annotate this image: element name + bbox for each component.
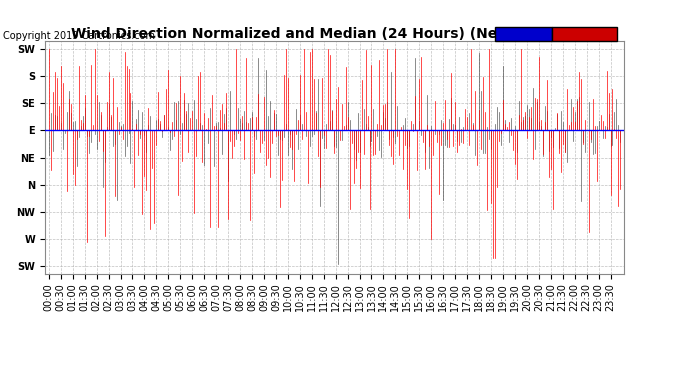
Text: Average: Average bbox=[501, 29, 546, 39]
Title: Wind Direction Normalized and Median (24 Hours) (New) 20190411: Wind Direction Normalized and Median (24… bbox=[70, 27, 599, 41]
Text: Copyright 2019 Cartronics.com: Copyright 2019 Cartronics.com bbox=[3, 32, 155, 41]
Text: Direction: Direction bbox=[559, 29, 610, 39]
